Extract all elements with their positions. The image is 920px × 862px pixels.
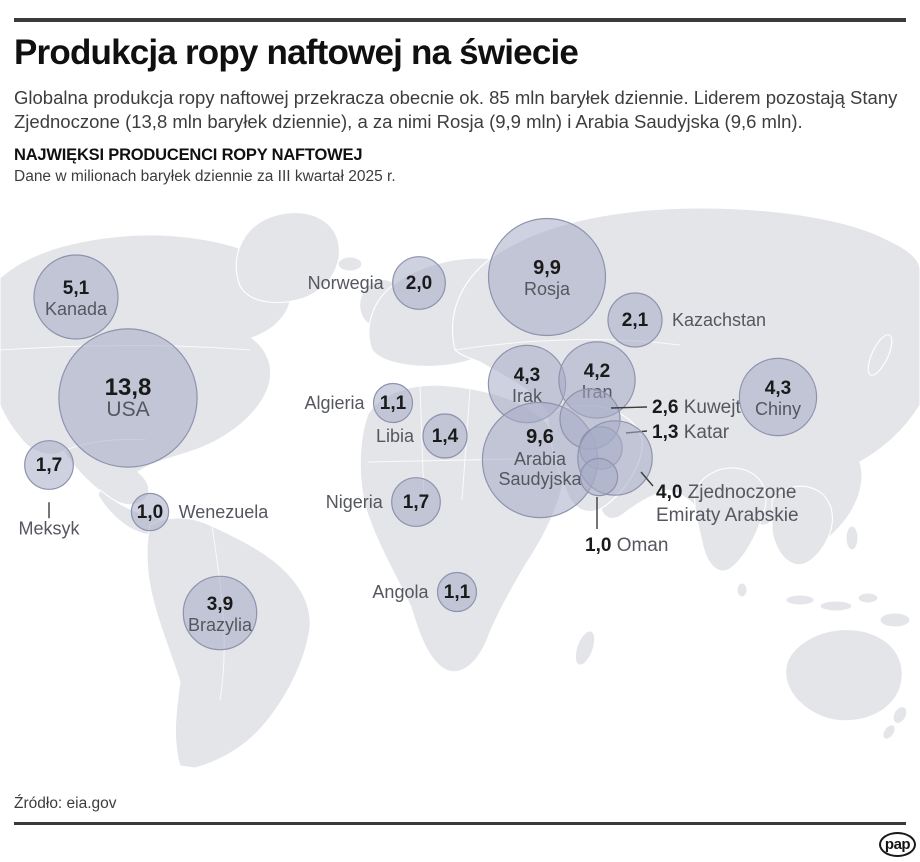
production-bubble [182, 575, 258, 651]
landmass-madagascar [574, 630, 596, 666]
value-label: 3,9 [207, 594, 233, 615]
country-label: USA [106, 398, 149, 421]
pap-logo-text: pap [884, 836, 911, 853]
country-libia: 1,4 Libia [376, 413, 468, 459]
production-bubble [436, 571, 478, 613]
country-label: Meksyk [18, 518, 80, 538]
value-label: 4,3 [765, 378, 791, 399]
country-label: Rosja [524, 279, 571, 299]
production-bubble [33, 254, 119, 340]
value-label: 1,1 [444, 582, 471, 603]
top-rule [14, 18, 906, 22]
country-label: Angola [372, 582, 429, 602]
value-label: 4,3 [514, 365, 540, 386]
value-label: 9,6 [526, 426, 554, 448]
landmass-philippines [845, 525, 859, 551]
country-label: Kanada [45, 299, 108, 319]
country-label: Brazylia [188, 615, 253, 635]
value-label: 13,8 [105, 374, 152, 401]
callout-label: 2,6 Kuwejt [652, 397, 741, 418]
source-note: Źródło: eia.gov [14, 795, 117, 812]
callout-label: 1,0 Oman [585, 535, 668, 556]
value-label: 1,0 [137, 502, 163, 523]
value-label: 1,4 [432, 426, 459, 447]
callout-label: 4,0 Zjednoczone Emiraty Arabskie [656, 482, 799, 526]
section-title: NAJWIĘKSI PRODUCENCI ROPY NAFTOWEJ [14, 146, 363, 164]
country-algieria: 1,1 Algieria [304, 382, 414, 424]
landmass-new-zealand-2 [882, 724, 896, 740]
landmass-iceland [337, 256, 363, 272]
world-map: 5,1 Kanada 13,8 USA 1,7 Meksyk 1,0 Wenezuela 3,9… [0, 200, 920, 770]
landmass-sri-lanka [736, 582, 748, 598]
landmass-indonesia-1 [785, 594, 815, 606]
pap-logo: pap [879, 832, 916, 857]
production-bubble [487, 217, 607, 337]
value-label: 1,7 [403, 492, 429, 513]
production-bubble [24, 440, 74, 490]
production-bubble [738, 357, 818, 437]
production-bubble [422, 413, 468, 459]
country-meksyk: 1,7 Meksyk [18, 440, 80, 538]
bottom-rule [14, 822, 906, 825]
value-label: 5,1 [63, 278, 90, 299]
landmass-japan [867, 334, 893, 376]
production-bubble [58, 328, 198, 468]
production-bubble [391, 477, 441, 527]
country-label: Saudyjska [498, 469, 582, 489]
landmass-greenland [235, 211, 340, 303]
production-bubble [607, 292, 663, 348]
country-oman: 1,0 Oman [579, 457, 668, 556]
intro-text: Globalna produkcja ropy naftowej przekra… [14, 87, 898, 133]
country-label: Nigeria [326, 492, 384, 512]
country-label: Algieria [304, 393, 365, 413]
country-label: Chiny [755, 399, 801, 419]
section-note: Dane w milionach baryłek dziennie za III… [14, 168, 396, 185]
landmass-australia [785, 628, 903, 722]
production-bubble [372, 382, 414, 424]
country-label: Irak [512, 386, 543, 406]
country-angola: 1,1 Angola [372, 571, 478, 613]
value-label: 1,1 [380, 393, 407, 414]
landmass-indonesia-3 [857, 592, 879, 604]
callout-label: 1,3 Katar [652, 422, 730, 443]
country-kazachstan: 2,1 Kazachstan [607, 292, 766, 348]
production-bubble [392, 256, 446, 310]
country-label: Kazachstan [672, 310, 766, 330]
production-bubble [130, 492, 170, 532]
country-label: Libia [376, 426, 415, 446]
landmass-southeast-asia [771, 485, 833, 566]
country-label: Norwegia [308, 273, 385, 293]
landmass-india [694, 467, 767, 572]
value-label: 9,9 [533, 257, 561, 279]
country-label: Arabia [514, 449, 567, 469]
landmass-indonesia-2 [819, 600, 853, 612]
landmass-new-zealand-1 [892, 706, 908, 724]
leader-line [640, 471, 654, 487]
value-label: 2,1 [622, 310, 649, 331]
country-nigeria: 1,7 Nigeria [326, 477, 441, 527]
landmass-new-guinea [879, 612, 911, 628]
value-label: 1,7 [36, 455, 62, 476]
leader-line [610, 406, 648, 409]
value-label: 4,2 [584, 361, 610, 382]
country-norwegia: 2,0 Norwegia [308, 256, 446, 310]
country-label: Wenezuela [179, 502, 270, 522]
country-wenezuela: 1,0 Wenezuela [130, 492, 270, 532]
value-label: 2,0 [406, 273, 432, 294]
page-title: Produkcja ropy naftowej na świecie [14, 33, 579, 72]
production-bubble [579, 457, 619, 497]
